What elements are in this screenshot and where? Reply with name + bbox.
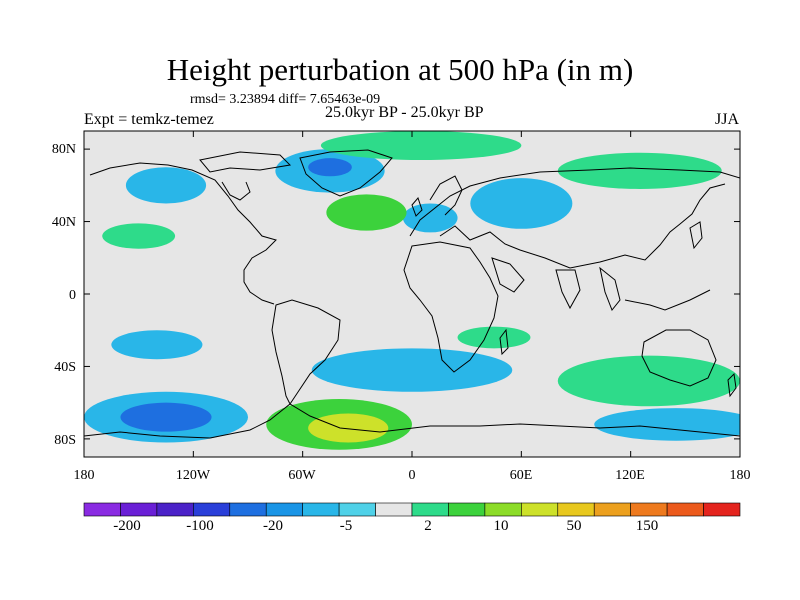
coast-africa <box>403 241 499 373</box>
colorbar-swatch-4 <box>229 502 267 517</box>
coast-new-zealand <box>727 372 737 398</box>
colorbar-swatch-5 <box>265 502 303 517</box>
x-tick-label-60e: 60E <box>509 468 533 483</box>
coast-japan <box>689 221 703 250</box>
colorbar-swatch-14 <box>593 502 631 517</box>
x-tick-label-180e: 180 <box>729 468 751 483</box>
coastline-layer <box>84 149 740 439</box>
colorbar-swatch-11 <box>484 502 522 517</box>
y-tick-label-80n: 80N <box>51 142 76 157</box>
colorbar-swatch-8 <box>375 502 413 517</box>
colorbar-label-5: 2 <box>424 518 432 534</box>
anomaly-region-5 <box>326 194 407 231</box>
colorbar-label-8: 150 <box>635 518 659 534</box>
anomaly-layer <box>84 131 740 450</box>
y-tick-label-40s: 40S <box>54 360 76 375</box>
anomaly-region-3 <box>470 178 573 229</box>
coast-hudson-bay <box>221 181 251 201</box>
stats-line: rmsd= 3.23894 diff= 7.65463e-09 <box>190 92 381 107</box>
coast-scandinavia <box>429 175 463 216</box>
season-label: JJA <box>715 111 740 128</box>
y-tick-label-40n: 40N <box>51 215 76 230</box>
x-tick-label-0: 0 <box>408 468 416 483</box>
colorbar <box>83 502 741 517</box>
period-label: 25.0kyr BP - 25.0kyr BP <box>325 104 484 121</box>
coast-north-america <box>89 162 277 305</box>
coast-antarctica <box>84 403 740 439</box>
colorbar-swatch-10 <box>448 502 486 517</box>
colorbar-label-3: -20 <box>263 518 283 534</box>
anomaly-region-16 <box>557 355 740 407</box>
coast-greenland <box>299 149 393 197</box>
colorbar-swatch-17 <box>703 502 741 517</box>
experiment-label: Expt = temkz-temez <box>84 111 214 128</box>
anomaly-region-1 <box>308 158 352 177</box>
coast-australia <box>641 329 717 387</box>
coast-arctic-islands <box>199 151 292 173</box>
anomaly-region-7 <box>557 152 722 189</box>
colorbar-label-4: -5 <box>339 518 353 534</box>
colorbar-swatch-1 <box>120 502 158 517</box>
anomaly-region-2 <box>125 167 207 204</box>
colorbar-swatch-6 <box>302 502 340 517</box>
coast-southeast-asia <box>599 266 711 311</box>
colorbar-swatch-16 <box>666 502 704 517</box>
axis-ticks <box>83 131 741 457</box>
coast-india <box>555 269 581 310</box>
colorbar-swatch-13 <box>557 502 595 517</box>
anomaly-region-4 <box>402 203 458 233</box>
map-title: Height perturbation at 500 hPa (in m) <box>166 52 634 87</box>
colorbar-swatch-12 <box>521 502 559 517</box>
colorbar-swatch-15 <box>630 502 668 517</box>
colorbar-swatch-3 <box>193 502 231 517</box>
colorbar-swatch-7 <box>338 502 376 517</box>
colorbar-label-7: 50 <box>566 518 582 534</box>
colorbar-swatch-2 <box>156 502 194 517</box>
coast-uk <box>411 197 423 217</box>
anomaly-region-15 <box>308 413 389 443</box>
colorbar-label-2: -100 <box>186 518 214 534</box>
anomaly-region-8 <box>102 223 176 249</box>
anomaly-region-13 <box>120 402 212 432</box>
colorbar-label-1: -200 <box>113 518 141 534</box>
coast-south-america <box>271 299 341 405</box>
coast-europe-asia <box>409 167 740 269</box>
x-tick-label-180w: 180 <box>73 468 95 483</box>
x-tick-label-120w: 120W <box>175 468 211 483</box>
colorbar-swatch-9 <box>411 502 449 517</box>
anomaly-region-11 <box>311 348 513 392</box>
x-tick-label-120e: 120E <box>615 468 645 483</box>
anomaly-region-6 <box>320 131 522 160</box>
anomaly-region-10 <box>111 330 203 360</box>
y-tick-label-0: 0 <box>69 288 76 303</box>
colorbar-label-6: 10 <box>493 518 509 534</box>
coast-arabia <box>491 257 525 293</box>
coast-madagascar <box>499 328 509 356</box>
x-tick-label-60w: 60W <box>288 468 316 483</box>
anomaly-region-9 <box>457 326 531 349</box>
colorbar-swatch-0 <box>83 502 121 517</box>
y-tick-label-80s: 80S <box>54 433 76 448</box>
